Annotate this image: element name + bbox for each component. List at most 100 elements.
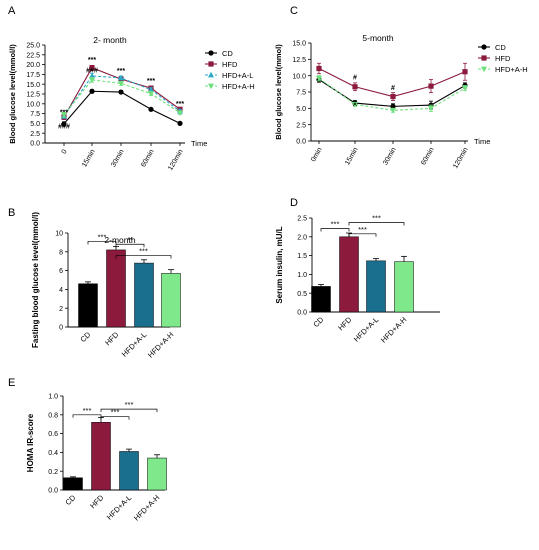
- y-tick-label: 7.5: [296, 90, 306, 97]
- data-point: [148, 91, 154, 97]
- y-tick-label: 1.5: [297, 253, 307, 260]
- data-point: [390, 93, 396, 100]
- legend-marker: [208, 61, 214, 67]
- y-tick-label: 0.2: [48, 469, 58, 476]
- bracket-line: [100, 416, 130, 420]
- y-tick-label: 0.0: [30, 141, 40, 148]
- bar-hfd-a-l: [134, 259, 154, 328]
- significance-mark: ***: [125, 400, 134, 409]
- significance-mark: ***: [117, 68, 125, 75]
- data-point: [118, 89, 124, 95]
- x-tick-label: HFD: [88, 493, 106, 511]
- legend-label: CD: [495, 43, 506, 52]
- panel-d: D 0.0 0.5 1.0 1.5 2.0 2.5 Serum insulin, mU/L CD…: [275, 197, 440, 345]
- legend-marker: [208, 83, 214, 90]
- bar-cd: [78, 281, 98, 328]
- bar-hfd-a-l: [366, 258, 386, 313]
- bar: [161, 273, 181, 328]
- legend-marker: [481, 44, 487, 50]
- data-point: [148, 106, 154, 112]
- y-axis-label: Blood glucose level(mmol/l): [8, 44, 17, 144]
- bracket-line: [348, 233, 377, 237]
- bar-hfd-a-h: [161, 269, 181, 328]
- data-point: [89, 72, 95, 79]
- y-tick-label: 0.0: [297, 310, 307, 317]
- legend-label: HFD: [495, 54, 511, 63]
- bar-hfd-a-l: [119, 448, 139, 491]
- y-tick-label: 0: [59, 325, 63, 332]
- y-tick-label: 10: [55, 231, 63, 238]
- y-tick-label: 12.5: [26, 92, 40, 99]
- series-hfd-a-h: [316, 75, 468, 114]
- bracket-line: [348, 222, 405, 226]
- legend-item: HFD+A-L: [205, 71, 253, 80]
- series-cd: [61, 88, 183, 127]
- y-tick-label: 8: [59, 249, 63, 256]
- data-point: [462, 85, 468, 92]
- significance-mark: #: [353, 75, 357, 82]
- significance-mark: ***: [88, 57, 96, 64]
- y-tick-label: 25.0: [26, 43, 40, 50]
- x-tick-label: HFD+A-H: [379, 315, 408, 344]
- y-tick-label: 10.0: [26, 101, 40, 108]
- bracket-line: [87, 241, 117, 245]
- x-tick-label: 0: [61, 148, 69, 155]
- legend-marker: [208, 71, 214, 78]
- significance-mark: ###: [58, 123, 70, 130]
- x-tick-label: 120min: [167, 148, 185, 171]
- y-tick-label: 0.6: [48, 431, 58, 438]
- legend-label: HFD+A-H: [222, 82, 255, 91]
- bar: [91, 422, 111, 491]
- data-point: [89, 88, 95, 94]
- chart-title: 2- month: [93, 35, 127, 45]
- y-tick-label: 2.0: [297, 234, 307, 241]
- y-tick-label: 0.0: [48, 488, 58, 495]
- data-point: [118, 81, 124, 87]
- x-axis-label: Time: [474, 137, 490, 146]
- data-point: [390, 103, 396, 109]
- significance-mark: ***: [139, 247, 148, 256]
- series-line: [63, 79, 181, 116]
- x-tick-label: CD: [63, 493, 77, 507]
- bar-hfd-a-h: [147, 454, 167, 491]
- x-tick-label: 60min: [420, 146, 436, 166]
- y-tick-label: 0.8: [48, 412, 58, 419]
- y-axis-label: Fasting blood glucose level(mmol/l): [31, 212, 40, 348]
- significance-mark: ***: [331, 220, 340, 229]
- significance-mark: *: [354, 103, 357, 110]
- panel-label-a: A: [8, 5, 16, 17]
- panel-c: C 5-month 0.0 2.5 5.0 7.5 10.0 12.5 15.0 Blood gl…: [274, 5, 528, 170]
- significance-mark: ***: [111, 408, 120, 417]
- bar: [311, 286, 331, 313]
- significance-bracket: ***: [320, 220, 350, 232]
- legend-item: HFD: [478, 54, 511, 63]
- significance-mark: ***: [147, 78, 155, 85]
- y-tick-label: 10.0: [292, 73, 306, 80]
- panel-label-c: C: [290, 5, 298, 17]
- y-tick-label: 7.5: [30, 111, 40, 118]
- x-tick-label: 120min: [452, 146, 470, 169]
- legend-item: CD: [205, 49, 233, 58]
- legend-item: HFD: [205, 60, 238, 69]
- legend-marker: [481, 66, 487, 73]
- y-tick-label: 5.0: [296, 106, 306, 113]
- significance-mark: ***: [176, 101, 184, 108]
- data-point: [89, 65, 95, 71]
- significance-bracket: ***: [100, 400, 158, 413]
- data-point: [89, 77, 95, 84]
- bar: [78, 283, 98, 328]
- bar-hfd: [91, 417, 111, 491]
- legend-item: HFD+A-H: [205, 82, 255, 91]
- data-point: [61, 121, 67, 127]
- legend-marker: [481, 55, 487, 61]
- data-point: [316, 75, 322, 82]
- significance-mark: ***: [83, 406, 92, 415]
- y-tick-label: 6: [59, 268, 63, 275]
- y-tick-label: 0.5: [297, 291, 307, 298]
- x-tick-label: 15min: [81, 148, 97, 168]
- data-point: [428, 83, 434, 89]
- data-point: [118, 74, 124, 81]
- data-point: [428, 105, 434, 112]
- legend-label: HFD+A-L: [222, 71, 253, 80]
- significance-bracket: ***: [348, 225, 377, 237]
